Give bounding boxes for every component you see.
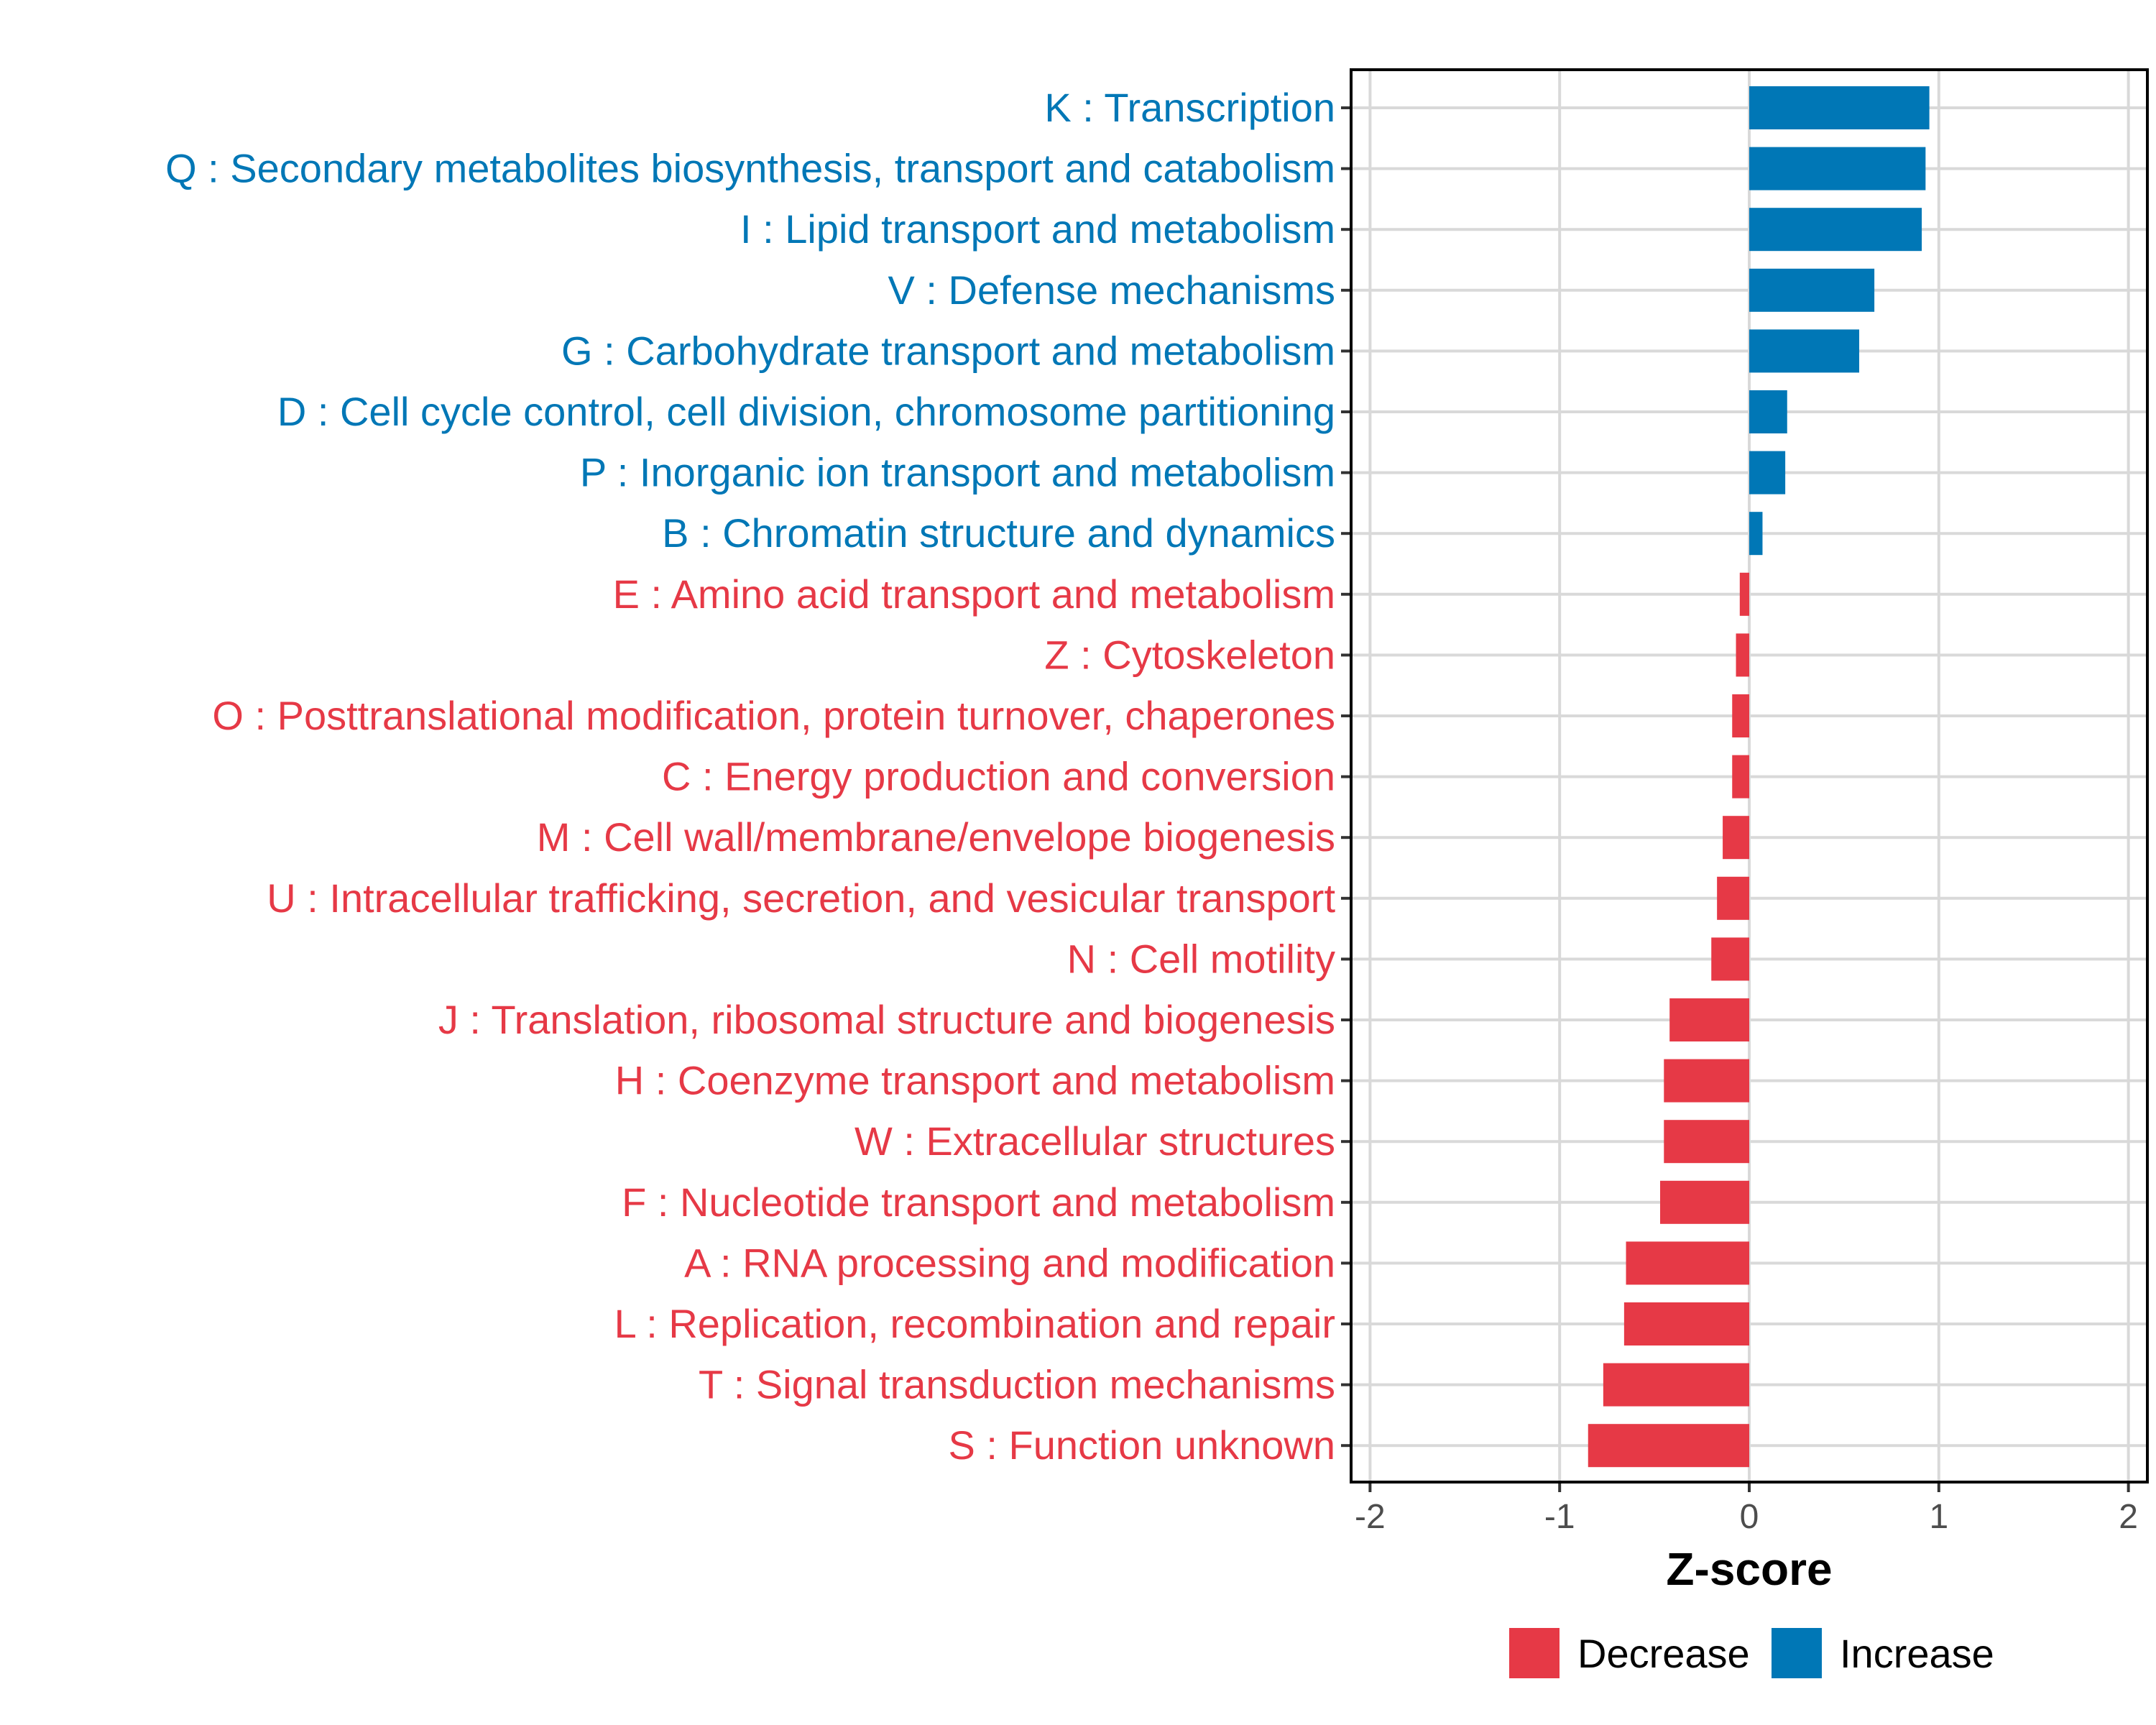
x-tick-label: -2 (1355, 1498, 1386, 1536)
category-label: V : Defense mechanisms (888, 267, 1335, 313)
x-tick-label: 1 (1929, 1498, 1948, 1536)
category-label: T : Signal transduction mechanisms (699, 1362, 1335, 1407)
category-label: F : Nucleotide transport and metabolism (622, 1179, 1335, 1225)
category-label: S : Function unknown (948, 1422, 1335, 1468)
bar (1732, 694, 1749, 737)
bar (1749, 451, 1786, 494)
category-label: L : Replication, recombination and repai… (614, 1301, 1335, 1346)
bar (1717, 876, 1749, 920)
tick-layer: -2 -1 0 1 2 (1341, 106, 2138, 1536)
bar (1588, 1424, 1749, 1468)
bar (1739, 572, 1749, 616)
legend-key (1509, 1628, 1560, 1678)
bar (1669, 998, 1749, 1041)
category-label: B : Chromatin structure and dynamics (662, 510, 1335, 556)
category-label: D : Cell cycle control, cell division, c… (277, 389, 1335, 434)
category-label: K : Transcription (1044, 85, 1335, 130)
bar (1749, 86, 1930, 129)
x-tick-label: 0 (1740, 1498, 1759, 1536)
bar (1660, 1180, 1749, 1224)
category-label: Z : Cytoskeleton (1044, 632, 1335, 677)
category-label: E : Amino acid transport and metabolism (613, 571, 1335, 617)
category-label: J : Translation, ribosomal structure and… (438, 997, 1335, 1042)
bar (1749, 268, 1875, 312)
bar (1723, 816, 1749, 860)
bar (1603, 1363, 1749, 1407)
category-label: P : Inorganic ion transport and metaboli… (580, 450, 1335, 495)
category-labels: K : Transcription Q : Secondary metabolit… (165, 85, 1335, 1468)
category-label: A : RNA processing and modification (684, 1240, 1335, 1285)
bar (1749, 512, 1763, 556)
category-label: W : Extracellular structures (854, 1118, 1335, 1164)
bar (1749, 329, 1860, 373)
category-label: O : Posttranslational modification, prot… (212, 693, 1335, 738)
x-axis-title: Z-score (1666, 1543, 1832, 1595)
category-label: U : Intracellular trafficking, secretion… (267, 875, 1335, 921)
category-label: G : Carbohydrate transport and metabolis… (561, 328, 1335, 373)
legend-label: Increase (1840, 1631, 1994, 1676)
bar (1623, 1302, 1749, 1346)
plot-panel-border (1350, 68, 2149, 1484)
legend-label: Decrease (1577, 1631, 1750, 1676)
bar (1664, 1120, 1749, 1164)
category-label: Q : Secondary metabolites biosynthesis, … (165, 146, 1335, 191)
bar (1626, 1241, 1749, 1285)
x-tick-label: 2 (2119, 1498, 2138, 1536)
bar-layer (1588, 86, 1930, 1468)
category-label: I : Lipid transport and metabolism (740, 206, 1335, 252)
bar (1711, 937, 1749, 981)
legend-key (1772, 1628, 1822, 1678)
legend: Decrease Increase (1509, 1628, 1994, 1678)
bar (1664, 1059, 1749, 1103)
bar (1749, 390, 1787, 433)
bar (1736, 633, 1749, 677)
x-tick-label: -1 (1544, 1498, 1575, 1536)
bar (1749, 208, 1922, 252)
category-label: C : Energy production and conversion (662, 754, 1335, 799)
category-label: M : Cell wall/membrane/envelope biogenes… (537, 814, 1335, 860)
bar (1749, 147, 1926, 190)
category-label: N : Cell motility (1067, 936, 1335, 981)
category-label: H : Coenzyme transport and metabolism (615, 1058, 1335, 1103)
bar (1732, 755, 1749, 799)
